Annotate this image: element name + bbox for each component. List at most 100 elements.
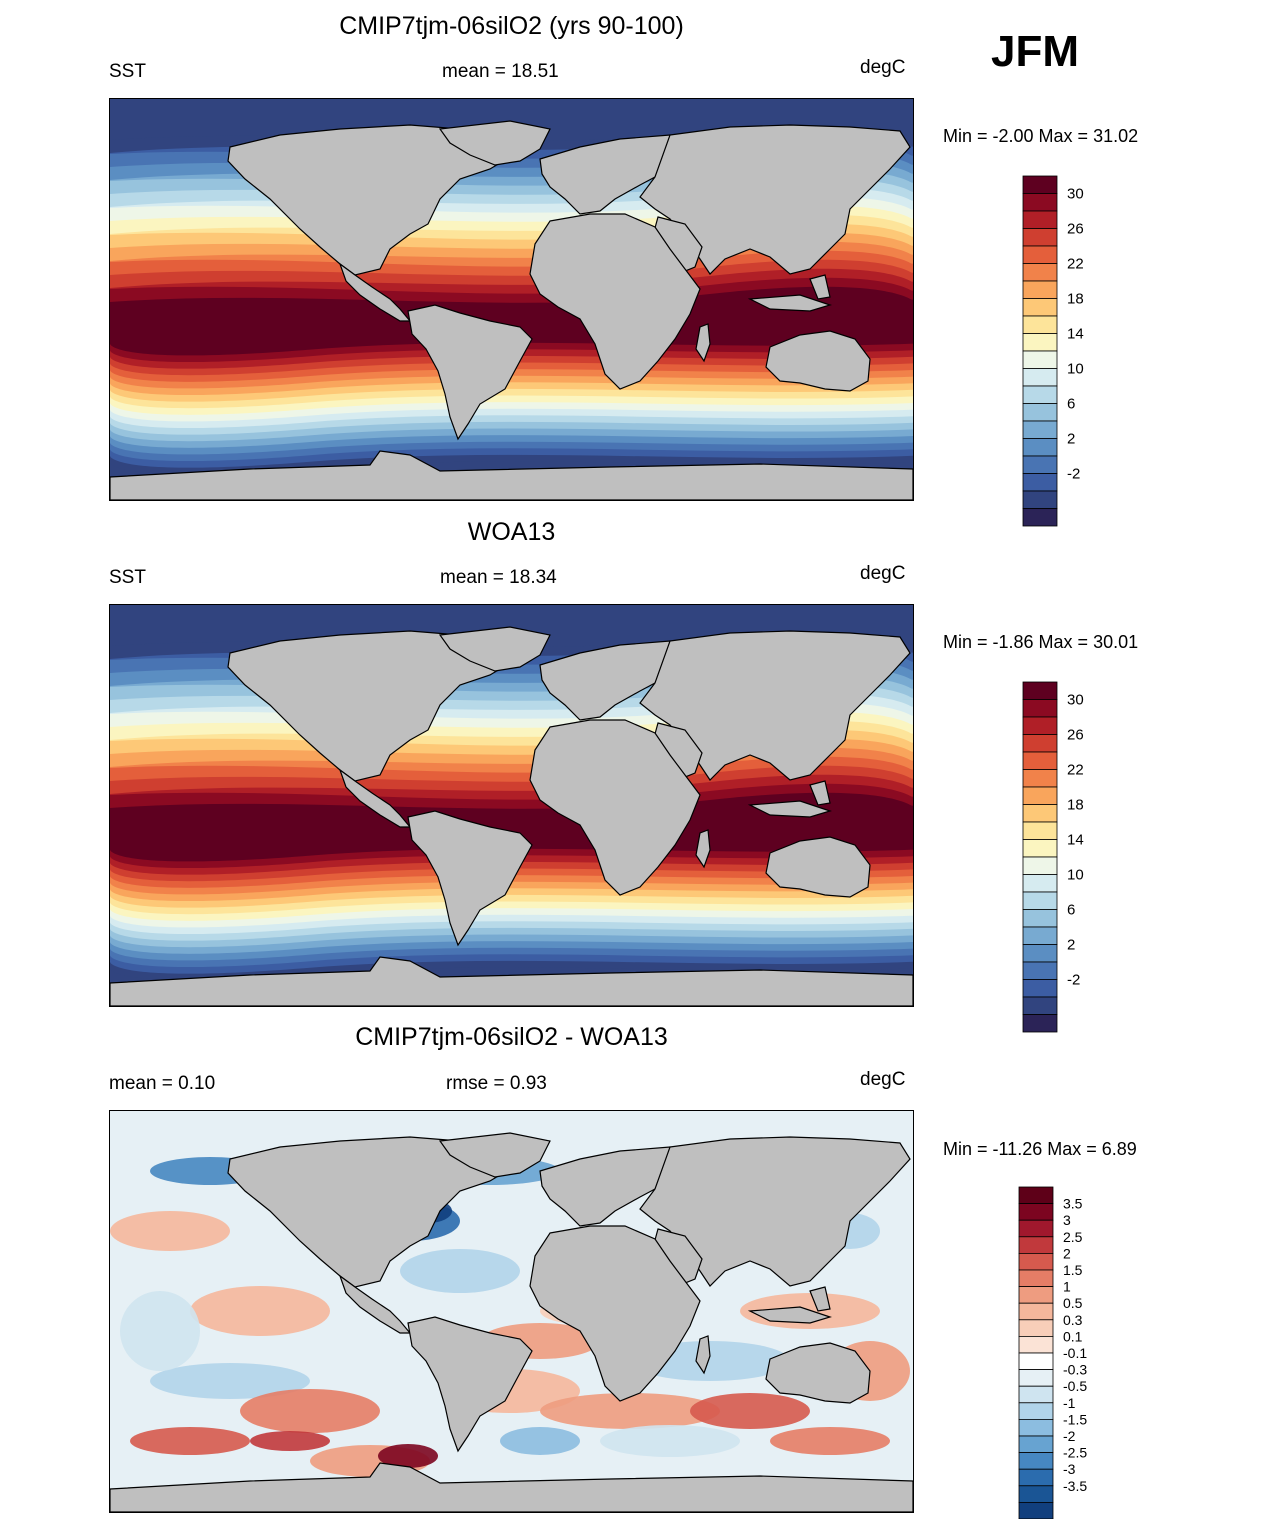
panel3-minmax: Min = -11.26 Max = 6.89	[943, 1139, 1137, 1159]
panel3-rmse-label: rmse = 0.93	[446, 1073, 547, 1094]
colorbar-swatch	[1022, 280, 1058, 299]
colorbar-tick-label: 2.5	[1063, 1229, 1083, 1245]
colorbar-tick-label: 3.5	[1063, 1196, 1083, 1212]
colorbar-swatch	[1018, 1418, 1054, 1437]
colorbar-swatch	[1018, 1203, 1054, 1221]
landmass	[765, 836, 871, 898]
panel2-colorbar-svg: 30 26 22 18 14 10 6 2 -2	[1022, 681, 1084, 1033]
colorbar-swatch	[1018, 1435, 1054, 1454]
colorbar-swatch	[1018, 1402, 1054, 1420]
panel1-map	[109, 98, 914, 501]
colorbar-swatch	[1022, 681, 1058, 700]
difference-patch	[690, 1393, 810, 1429]
colorbar-tick-label: 22	[1067, 762, 1084, 779]
colorbar-swatch	[1022, 751, 1058, 770]
colorbar-swatch	[1018, 1269, 1054, 1288]
panel1-title: CMIP7tjm-06silO2 (yrs 90-100)	[339, 12, 684, 40]
colorbar-swatch	[1022, 473, 1058, 492]
landmass	[438, 626, 551, 672]
difference-patch	[190, 1286, 330, 1336]
colorbar-swatch	[1018, 1319, 1054, 1337]
colorbar-tick-label: -1.5	[1063, 1411, 1087, 1427]
colorbar-tick-label: 6	[1067, 902, 1075, 919]
landmass	[809, 1286, 831, 1312]
colorbar-tick-label: 0.5	[1063, 1295, 1083, 1311]
sst-band	[110, 792, 913, 862]
colorbar-tick-label: -3	[1063, 1461, 1076, 1477]
colorbar-swatch	[1018, 1335, 1054, 1354]
landmass	[227, 1136, 521, 1288]
colorbar-swatch	[1022, 979, 1058, 998]
colorbar-tick-label: 6	[1067, 396, 1075, 413]
landmass	[695, 829, 711, 869]
panel3-colorbar: 3.5 3 2.5 2 1.5 1 0.5 0.3 0.1 -0.1 -0.3 -0.5 -1 -1.5-…	[1018, 1186, 1139, 1519]
landmass	[747, 1306, 832, 1324]
colorbar-swatch	[1018, 1302, 1054, 1321]
panel3-map	[109, 1110, 914, 1513]
difference-patch	[540, 1393, 720, 1429]
colorbar-tick-label: 3	[1063, 1212, 1071, 1228]
panel1-units: degC	[860, 57, 906, 78]
landmass	[407, 1316, 533, 1453]
colorbar-tick-label: 1	[1063, 1279, 1071, 1295]
panel1-variable-label: SST	[109, 61, 146, 82]
difference-patch	[110, 1211, 230, 1251]
landmass	[407, 810, 533, 947]
colorbar-tick-label: -0.5	[1063, 1378, 1087, 1394]
colorbar-swatch	[1022, 455, 1058, 474]
panel2-units: degC	[860, 563, 906, 584]
landmass	[639, 1136, 911, 1287]
colorbar-swatch	[1018, 1286, 1054, 1304]
panel2-minmax: Min = -1.86 Max = 30.01	[943, 632, 1139, 652]
colorbar-swatch	[1018, 1186, 1054, 1205]
landmass	[639, 630, 911, 781]
difference-patch	[378, 1444, 438, 1468]
colorbar-swatch	[1018, 1468, 1054, 1487]
landmass	[227, 630, 521, 782]
colorbar-swatch	[1018, 1219, 1054, 1238]
season-label: JFM	[991, 27, 1079, 76]
difference-patch	[250, 1431, 330, 1451]
colorbar-tick-label: 26	[1067, 221, 1084, 238]
colorbar-swatch	[1022, 333, 1058, 352]
colorbar-tick-label: 2	[1067, 937, 1075, 954]
panel2-map	[109, 604, 914, 1007]
landmass	[539, 134, 691, 215]
colorbar-tick-label: -2.5	[1063, 1445, 1087, 1461]
colorbar-tick-label: -2	[1067, 972, 1080, 989]
landmass	[539, 640, 691, 721]
colorbar-swatch	[1022, 734, 1058, 753]
colorbar-swatch	[1022, 786, 1058, 805]
panel2-sst-field	[110, 605, 913, 1006]
colorbar-swatch	[1018, 1501, 1054, 1519]
colorbar-swatch	[1022, 508, 1058, 527]
difference-patch	[130, 1427, 250, 1455]
colorbar-tick-label: -2	[1063, 1428, 1076, 1444]
colorbar-tick-label: -1	[1063, 1395, 1076, 1411]
colorbar-tick-label: 0.3	[1063, 1312, 1083, 1328]
difference-patch	[770, 1427, 890, 1455]
colorbar-swatch	[1022, 385, 1058, 404]
colorbar-tick-label: -0.1	[1063, 1345, 1087, 1361]
landmass	[765, 330, 871, 392]
colorbar-swatch	[1022, 944, 1058, 963]
colorbar-tick-label: 30	[1067, 692, 1084, 709]
panel2-title: WOA13	[467, 518, 556, 546]
landmass	[747, 800, 832, 818]
panel2-variable-label: SST	[109, 567, 146, 588]
panel2-colorbar: 30 26 22 18 14 10 6 2 -2	[1022, 681, 1143, 1033]
difference-patch	[500, 1427, 580, 1455]
panel1-mean-label: mean = 18.51	[442, 61, 559, 82]
colorbar-tick-label: 26	[1067, 727, 1084, 744]
colorbar-swatch	[1022, 263, 1058, 282]
colorbar-tick-label: 14	[1067, 326, 1084, 343]
colorbar-tick-label: 10	[1067, 361, 1084, 378]
difference-patch	[400, 1249, 520, 1293]
colorbar-swatch	[1022, 228, 1058, 247]
colorbar-swatch	[1022, 891, 1058, 910]
difference-patch	[240, 1389, 380, 1433]
colorbar-tick-label: 2	[1067, 431, 1075, 448]
landmass	[529, 719, 701, 896]
colorbar-swatch	[1018, 1253, 1054, 1271]
colorbar-swatch	[1022, 839, 1058, 858]
